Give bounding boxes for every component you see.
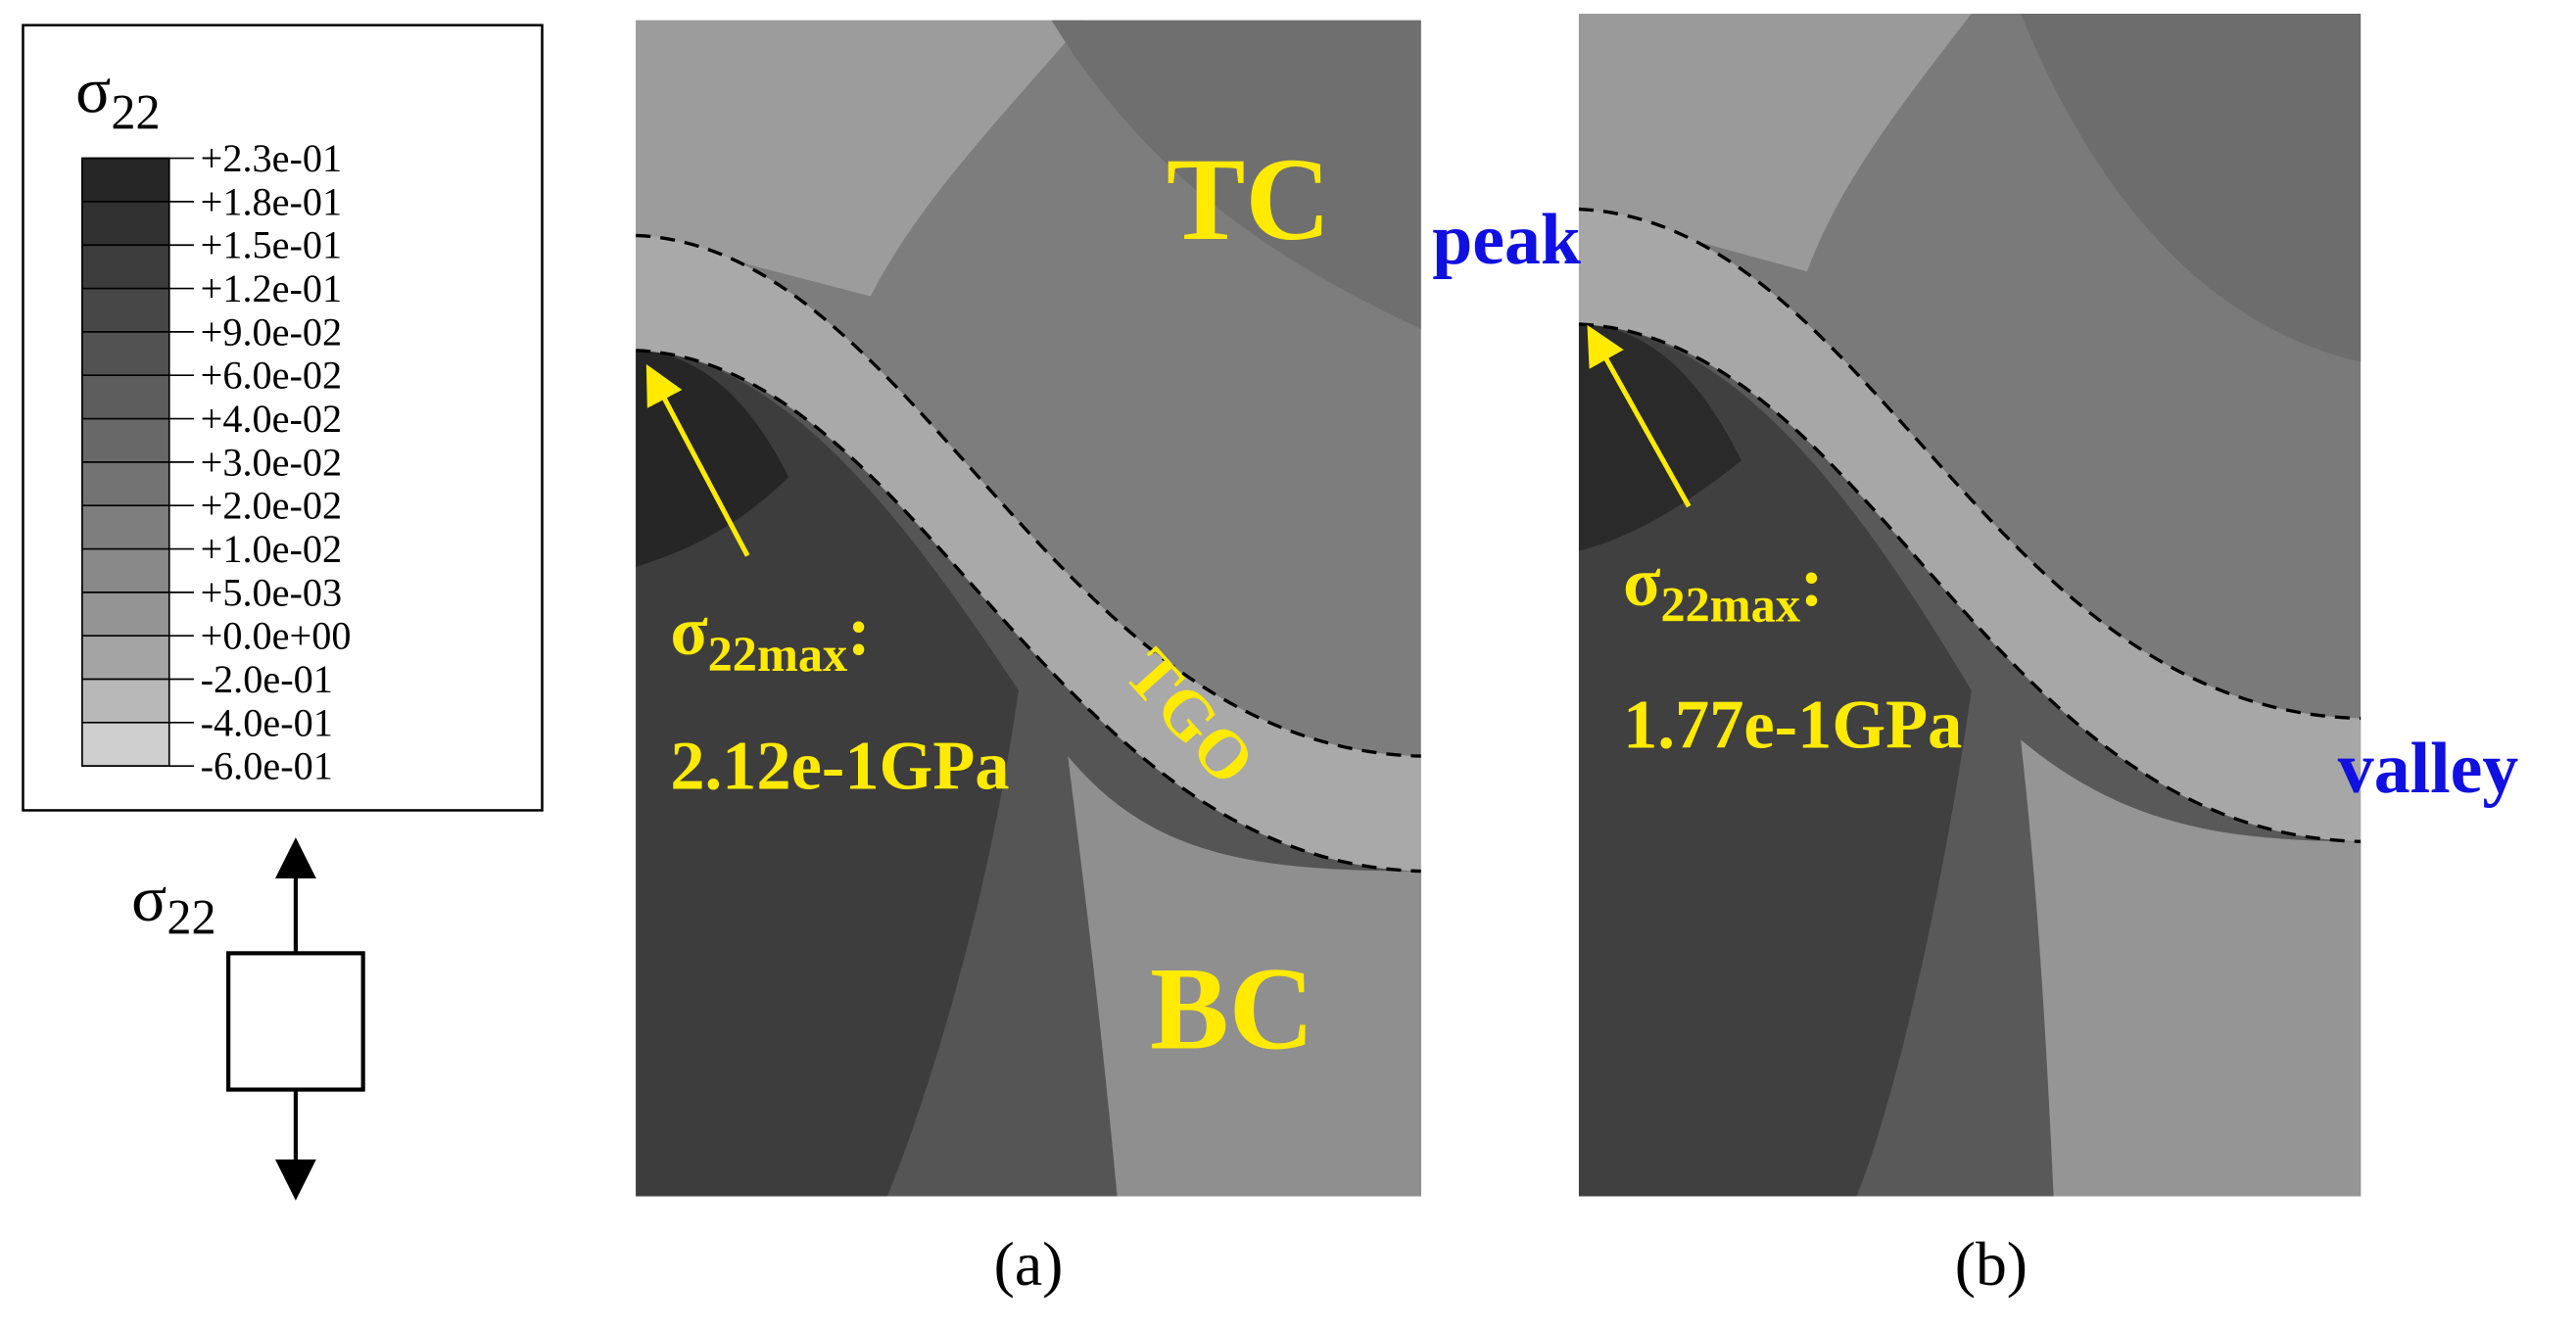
legend-label: +1.2e-01 — [201, 266, 343, 310]
color-swatch — [81, 331, 169, 377]
color-swatch — [81, 158, 169, 203]
color-swatch — [81, 592, 169, 638]
symbol: σ — [1623, 544, 1660, 621]
symbol: σ — [670, 593, 707, 670]
legend-label: +5.0e-03 — [201, 570, 343, 614]
color-swatch — [81, 461, 169, 507]
caption: (b) — [1955, 1229, 2027, 1299]
color-swatch — [81, 288, 169, 333]
max-value: 2.12e-1GPa — [670, 729, 1009, 805]
max-arrow — [645, 363, 750, 557]
legend-label: +1.8e-01 — [201, 179, 343, 223]
symbol: σ — [131, 862, 167, 935]
color-swatch — [81, 636, 169, 681]
color-swatch — [81, 505, 169, 550]
legend-label: +2.3e-01 — [201, 136, 343, 180]
legend-label: +2.0e-02 — [201, 484, 343, 528]
legend-label: -6.0e-01 — [201, 744, 333, 788]
legend-label: +4.0e-02 — [201, 397, 343, 441]
peak-label: peak — [1432, 199, 1581, 279]
color-swatch — [81, 201, 169, 247]
max-arrow — [1587, 324, 1692, 508]
element-box — [226, 951, 365, 1092]
bc-label: BC — [1150, 944, 1314, 1075]
load-label: σ22 — [131, 862, 215, 944]
legend-label: +9.0e-02 — [201, 309, 343, 354]
legend-label: -4.0e-01 — [201, 700, 333, 744]
subscript: 22max — [1660, 578, 1800, 633]
color-swatch — [81, 418, 169, 463]
color-swatch — [81, 245, 169, 290]
contour-b — [1578, 13, 2361, 1197]
color-swatch — [81, 722, 169, 768]
subscript: 22 — [167, 889, 215, 944]
legend-label: +1.5e-01 — [201, 223, 343, 267]
legend-label: +6.0e-02 — [201, 354, 343, 398]
contour-a — [636, 20, 1421, 1197]
max-value: 1.77e-1GPa — [1623, 687, 1962, 764]
legend-label: +1.0e-02 — [201, 527, 343, 571]
color-bar-frame — [81, 157, 170, 768]
color-swatch — [81, 375, 169, 420]
max-label: σ22max: — [670, 593, 870, 682]
color-swatch — [81, 548, 169, 593]
symbol: σ — [75, 54, 111, 127]
suffix: : — [847, 593, 870, 670]
legend-label: +0.0e+00 — [201, 614, 352, 658]
caption: (a) — [994, 1229, 1064, 1299]
subscript: 22 — [111, 84, 160, 139]
color-swatch — [81, 679, 169, 724]
legend-title: σ22 — [75, 54, 160, 140]
tc-label: TC — [1167, 134, 1331, 265]
max-label: σ22max: — [1623, 544, 1823, 633]
valley-label: valley — [2338, 728, 2519, 808]
legend-label: -2.0e-01 — [201, 657, 333, 701]
color-bar: +2.3e-01+1.8e-01+1.5e-01+1.2e-01+9.0e-02… — [81, 136, 352, 788]
subscript: 22max — [708, 627, 848, 682]
suffix: : — [1800, 544, 1823, 621]
legend-label: +3.0e-02 — [201, 440, 343, 484]
